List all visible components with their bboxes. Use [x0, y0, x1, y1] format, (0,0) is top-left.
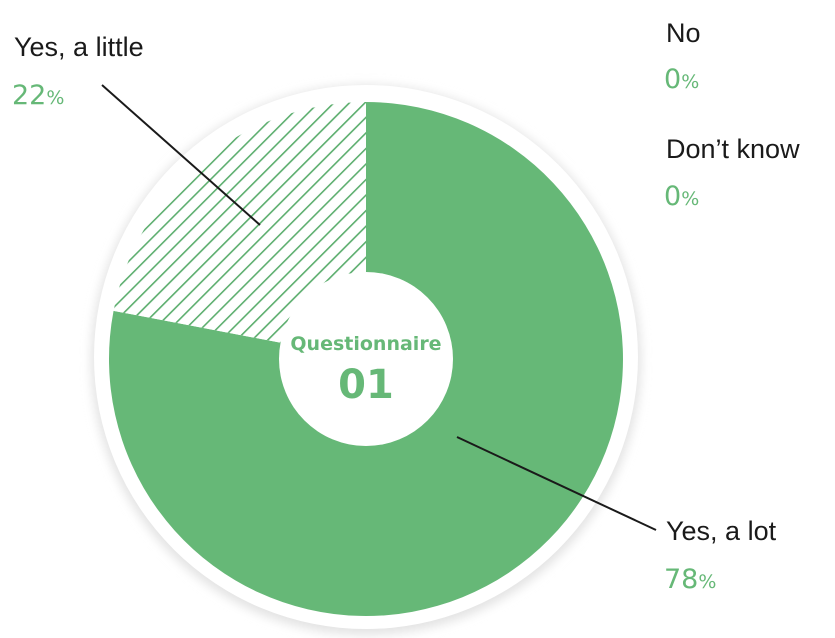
percent-value: 0: [664, 181, 681, 212]
label-name: Yes, a little: [14, 32, 144, 62]
label-percent: 0%: [664, 64, 699, 95]
label-percent: 78%: [664, 564, 716, 595]
percent-unit: %: [46, 87, 64, 109]
pie-slice-yes-a-little: [113, 102, 366, 359]
center-hole: [279, 272, 453, 446]
percent-value: 22: [12, 80, 46, 111]
percent-unit: %: [681, 188, 699, 210]
label-percent: 0%: [664, 181, 699, 212]
percent-unit: %: [698, 571, 716, 593]
label-name: Yes, a lot: [666, 516, 777, 546]
leader-line-yes-a-little: [101, 84, 261, 226]
percent-value: 78: [664, 564, 698, 595]
center-title: Questionnaire: [290, 333, 441, 355]
leader-line-yes-a-lot: [456, 436, 657, 531]
label-yes-a-lot: Yes, a lot 78%: [664, 516, 777, 595]
percent-unit: %: [681, 71, 699, 93]
center-number: 01: [338, 362, 394, 408]
label-name: Don’t know: [666, 134, 800, 164]
label-name: No: [666, 18, 701, 48]
label-no: No 0%: [664, 18, 701, 95]
label-percent: 22%: [12, 80, 64, 111]
label-dont-know: Don’t know 0%: [664, 134, 800, 212]
percent-value: 0: [664, 64, 681, 95]
label-yes-a-little: Yes, a little 22%: [12, 32, 144, 111]
